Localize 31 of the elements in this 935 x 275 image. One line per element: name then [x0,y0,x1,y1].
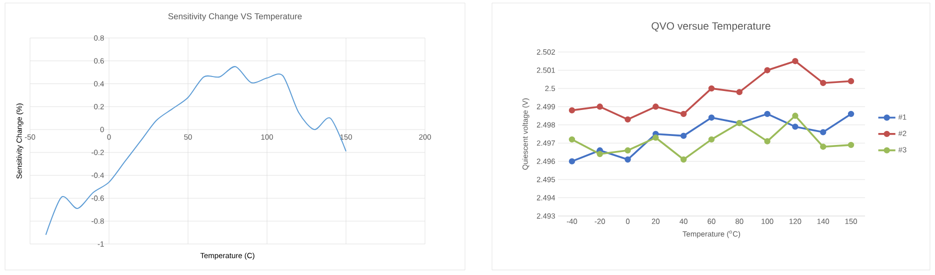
point [736,88,743,96]
point [596,104,603,110]
point [820,144,826,150]
point [792,124,798,130]
point [820,129,826,136]
chart-title: QVO versue Temperature [652,22,770,32]
point [708,114,715,121]
point [624,156,631,163]
point [848,78,854,84]
point [568,136,576,143]
point [820,80,826,86]
point [848,142,854,148]
point [680,132,687,139]
point [624,147,631,154]
point [792,112,798,119]
point [764,110,770,118]
point [596,150,603,158]
point [680,156,687,163]
point [848,110,854,118]
point [568,158,576,164]
point [764,138,770,144]
point [652,134,659,141]
point [680,110,687,118]
point [624,116,631,123]
point [764,67,770,74]
point [652,104,659,110]
point [708,85,715,92]
chart-title: Sensitivity Change VS Temperature [168,13,302,21]
point [568,107,576,114]
point [708,136,715,143]
point [792,58,798,64]
